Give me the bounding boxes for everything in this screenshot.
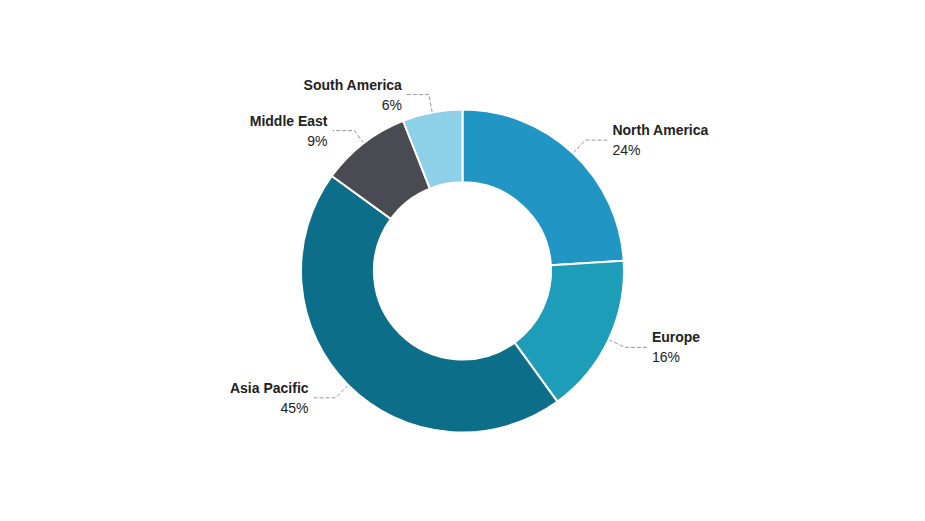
svg-text:Europe: Europe — [652, 329, 700, 345]
svg-text:Asia Pacific: Asia Pacific — [230, 380, 309, 396]
svg-text:24%: 24% — [612, 142, 640, 158]
svg-text:6%: 6% — [382, 97, 402, 113]
svg-text:16%: 16% — [652, 349, 680, 365]
svg-text:South America: South America — [304, 77, 402, 93]
svg-text:North America: North America — [612, 122, 708, 138]
svg-text:Middle East: Middle East — [250, 113, 328, 129]
svg-text:9%: 9% — [307, 133, 327, 149]
svg-text:45%: 45% — [281, 400, 309, 416]
